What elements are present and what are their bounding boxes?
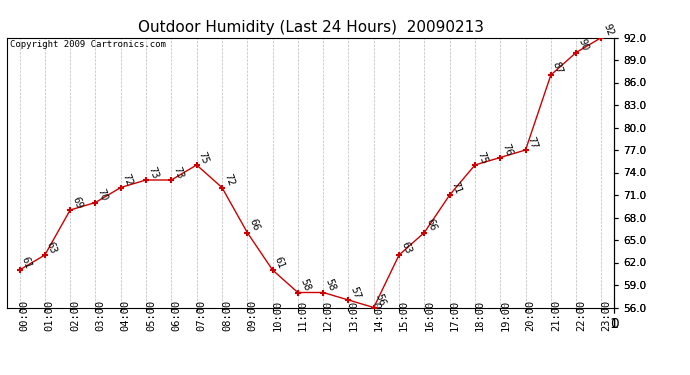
Text: 69: 69 (70, 195, 83, 210)
Text: 92: 92 (602, 22, 615, 38)
Text: Copyright 2009 Cartronics.com: Copyright 2009 Cartronics.com (10, 40, 166, 49)
Title: Outdoor Humidity (Last 24 Hours)  20090213: Outdoor Humidity (Last 24 Hours) 2009021… (137, 20, 484, 35)
Text: 75: 75 (197, 150, 210, 165)
Text: 61: 61 (19, 255, 33, 270)
Text: 63: 63 (399, 240, 413, 255)
Text: 71: 71 (450, 180, 463, 195)
Text: 61: 61 (273, 255, 286, 270)
Text: 63: 63 (45, 240, 59, 255)
Text: 73: 73 (171, 165, 185, 180)
Text: 66: 66 (424, 217, 438, 232)
Text: 72: 72 (222, 172, 235, 188)
Text: 73: 73 (146, 165, 159, 180)
Text: 75: 75 (475, 150, 489, 165)
Text: 70: 70 (95, 188, 109, 202)
Text: 72: 72 (121, 172, 135, 188)
Text: 57: 57 (348, 285, 362, 300)
Text: 76: 76 (500, 142, 514, 158)
Text: 87: 87 (551, 60, 564, 75)
Text: 58: 58 (323, 278, 337, 292)
Text: 58: 58 (298, 278, 311, 292)
Text: 56: 56 (374, 292, 387, 308)
Text: 90: 90 (576, 38, 590, 52)
Text: 66: 66 (247, 217, 261, 232)
Text: 77: 77 (526, 135, 539, 150)
